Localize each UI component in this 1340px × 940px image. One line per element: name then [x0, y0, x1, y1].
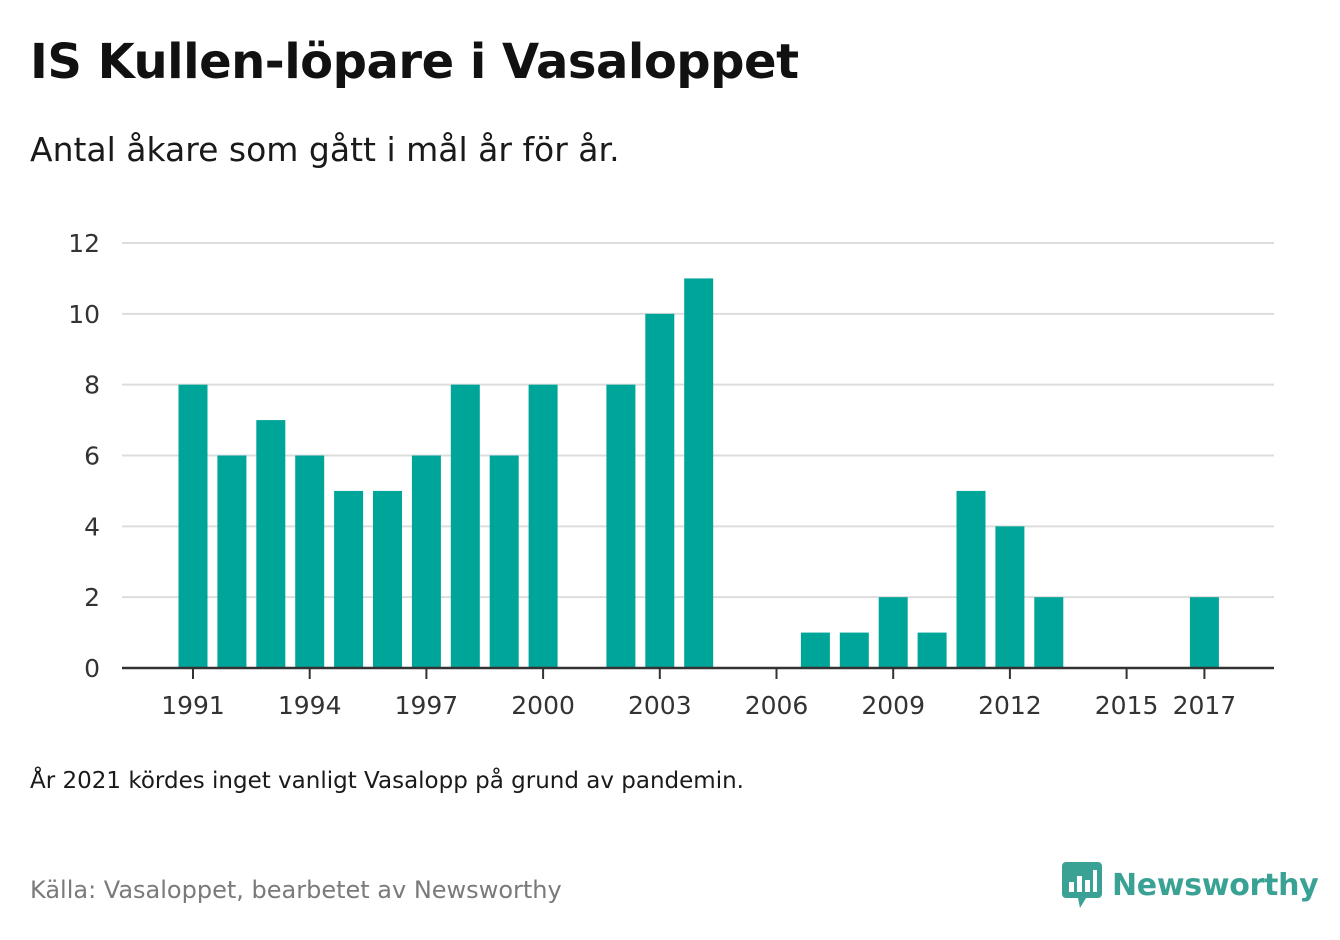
bar-1994	[295, 455, 325, 668]
chart-note: År 2021 kördes inget vanligt Vasalopp på…	[30, 768, 744, 794]
brand-name: Newsworthy	[1112, 867, 1319, 903]
chart-subtitle: Antal åkare som gått i mål år för år.	[30, 130, 620, 169]
bar-1998	[450, 384, 480, 668]
bar-1996	[373, 490, 402, 668]
y-tick-label: 8	[84, 371, 100, 400]
x-tick-label: 1991	[161, 691, 225, 720]
newsworthy-logo-icon	[1062, 862, 1102, 908]
bar-1992	[217, 455, 247, 668]
chart-title: IS Kullen-löpare i Vasaloppet	[30, 34, 799, 90]
x-tick-label: 2017	[1173, 691, 1237, 720]
bar-2010	[917, 632, 947, 668]
bar-2008	[839, 632, 869, 668]
x-tick-label: 2006	[745, 691, 809, 720]
bar-1999	[489, 455, 519, 668]
bars	[178, 278, 1219, 668]
y-tick-label: 4	[84, 512, 100, 541]
bar-chart: 0 2 4 6 8 10 12 1991 1994 1997 2000 2003 2006 2009 201…	[68, 229, 1274, 720]
bar-2003	[645, 313, 675, 668]
x-tick-label: 2003	[628, 691, 692, 720]
x-tick-label: 2000	[511, 691, 575, 720]
y-tick-label: 6	[84, 442, 100, 471]
x-tick-label: 2012	[978, 691, 1042, 720]
bar-1993	[256, 420, 286, 668]
bar-2009	[878, 597, 908, 668]
axes: 0 2 4 6 8 10 12 1991 1994 1997 2000 2003 2006 2009 201…	[68, 229, 1274, 720]
brand-logo[interactable]: Newsworthy	[1062, 862, 1319, 908]
bar-1997	[411, 455, 441, 668]
bar-2007	[800, 632, 830, 668]
x-tick-label: 2009	[861, 691, 925, 720]
bar-2000	[528, 384, 558, 668]
y-tick-label: 0	[84, 654, 100, 683]
bar-2013	[1034, 597, 1064, 668]
bar-2012	[995, 526, 1025, 668]
bar-1995	[334, 490, 364, 668]
bar-1991	[178, 384, 208, 668]
y-tick-label: 2	[84, 583, 100, 612]
x-tick-label: 1994	[278, 691, 342, 720]
x-tick-label: 1997	[395, 691, 459, 720]
bar-2002	[606, 384, 636, 668]
bar-2017	[1189, 597, 1219, 668]
y-tick-label: 12	[68, 229, 100, 258]
y-tick-label: 10	[68, 300, 100, 329]
source-text: Källa: Vasaloppet, bearbetet av Newswort…	[30, 876, 562, 904]
x-tick-label: 2015	[1095, 691, 1159, 720]
bar-2004	[684, 278, 714, 668]
bar-2011	[956, 490, 986, 668]
